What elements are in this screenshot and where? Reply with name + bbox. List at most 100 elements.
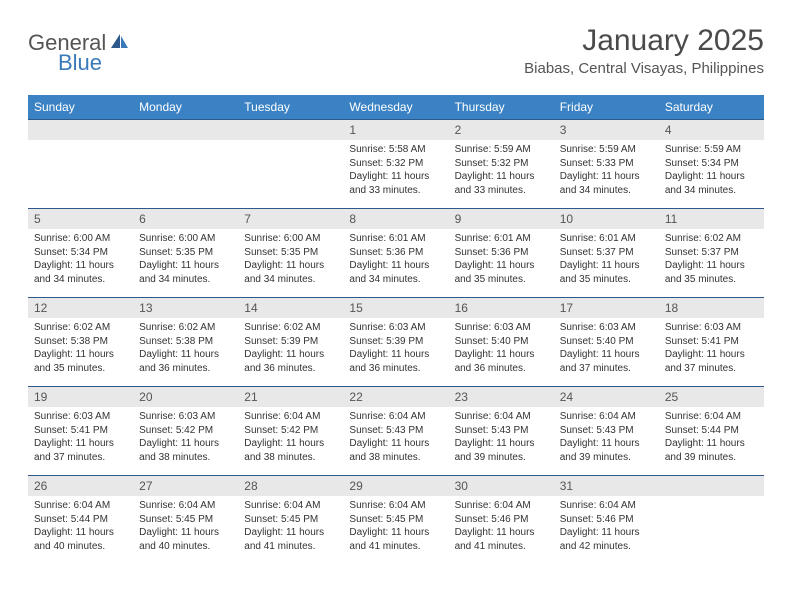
day-ss: Sunset: 5:42 PM bbox=[244, 424, 337, 438]
day-cell: 29Sunrise: 6:04 AMSunset: 5:45 PMDayligh… bbox=[343, 476, 448, 564]
day-d2: and 37 minutes. bbox=[665, 362, 758, 376]
day-number: 9 bbox=[449, 209, 554, 229]
day-d2: and 39 minutes. bbox=[455, 451, 548, 465]
day-d2: and 35 minutes. bbox=[560, 273, 653, 287]
day-cell-empty bbox=[28, 120, 133, 208]
day-d1: Daylight: 11 hours bbox=[139, 437, 232, 451]
day-sr: Sunrise: 5:59 AM bbox=[665, 143, 758, 157]
day-cell: 2Sunrise: 5:59 AMSunset: 5:32 PMDaylight… bbox=[449, 120, 554, 208]
day-sr: Sunrise: 6:01 AM bbox=[560, 232, 653, 246]
day-sr: Sunrise: 6:04 AM bbox=[349, 410, 442, 424]
day-d1: Daylight: 11 hours bbox=[244, 526, 337, 540]
day-info: Sunrise: 6:03 AMSunset: 5:42 PMDaylight:… bbox=[133, 410, 238, 464]
day-cell: 1Sunrise: 5:58 AMSunset: 5:32 PMDaylight… bbox=[343, 120, 448, 208]
day-ss: Sunset: 5:42 PM bbox=[139, 424, 232, 438]
day-ss: Sunset: 5:32 PM bbox=[455, 157, 548, 171]
day-d1: Daylight: 11 hours bbox=[349, 348, 442, 362]
day-number: 13 bbox=[133, 298, 238, 318]
day-info: Sunrise: 6:04 AMSunset: 5:43 PMDaylight:… bbox=[343, 410, 448, 464]
day-info: Sunrise: 6:00 AMSunset: 5:34 PMDaylight:… bbox=[28, 232, 133, 286]
day-number: 17 bbox=[554, 298, 659, 318]
day-d2: and 41 minutes. bbox=[455, 540, 548, 554]
header: General January 2025 Biabas, Central Vis… bbox=[28, 24, 764, 77]
day-info: Sunrise: 6:04 AMSunset: 5:43 PMDaylight:… bbox=[449, 410, 554, 464]
day-sr: Sunrise: 6:04 AM bbox=[34, 499, 127, 513]
day-info: Sunrise: 6:01 AMSunset: 5:36 PMDaylight:… bbox=[449, 232, 554, 286]
day-cell: 19Sunrise: 6:03 AMSunset: 5:41 PMDayligh… bbox=[28, 387, 133, 475]
day-sr: Sunrise: 6:03 AM bbox=[34, 410, 127, 424]
day-number: 21 bbox=[238, 387, 343, 407]
day-ss: Sunset: 5:43 PM bbox=[455, 424, 548, 438]
day-d1: Daylight: 11 hours bbox=[34, 437, 127, 451]
day-info: Sunrise: 6:02 AMSunset: 5:38 PMDaylight:… bbox=[28, 321, 133, 375]
day-d2: and 35 minutes. bbox=[34, 362, 127, 376]
day-ss: Sunset: 5:39 PM bbox=[244, 335, 337, 349]
day-ss: Sunset: 5:44 PM bbox=[665, 424, 758, 438]
day-info: Sunrise: 6:04 AMSunset: 5:45 PMDaylight:… bbox=[238, 499, 343, 553]
day-ss: Sunset: 5:36 PM bbox=[349, 246, 442, 260]
day-d2: and 38 minutes. bbox=[139, 451, 232, 465]
day-number: 7 bbox=[238, 209, 343, 229]
day-d1: Daylight: 11 hours bbox=[560, 170, 653, 184]
week-row: 12Sunrise: 6:02 AMSunset: 5:38 PMDayligh… bbox=[28, 297, 764, 386]
week-row: 5Sunrise: 6:00 AMSunset: 5:34 PMDaylight… bbox=[28, 208, 764, 297]
day-d1: Daylight: 11 hours bbox=[455, 348, 548, 362]
logo-sail-icon bbox=[109, 32, 129, 55]
logo-text-blue: Blue bbox=[58, 50, 102, 75]
day-d2: and 36 minutes. bbox=[244, 362, 337, 376]
day-cell: 3Sunrise: 5:59 AMSunset: 5:33 PMDaylight… bbox=[554, 120, 659, 208]
day-d2: and 34 minutes. bbox=[349, 273, 442, 287]
day-number: 2 bbox=[449, 120, 554, 140]
day-info: Sunrise: 6:04 AMSunset: 5:43 PMDaylight:… bbox=[554, 410, 659, 464]
day-cell: 13Sunrise: 6:02 AMSunset: 5:38 PMDayligh… bbox=[133, 298, 238, 386]
day-cell: 31Sunrise: 6:04 AMSunset: 5:46 PMDayligh… bbox=[554, 476, 659, 564]
day-d1: Daylight: 11 hours bbox=[139, 526, 232, 540]
day-d2: and 34 minutes. bbox=[34, 273, 127, 287]
day-number: 22 bbox=[343, 387, 448, 407]
day-ss: Sunset: 5:40 PM bbox=[560, 335, 653, 349]
day-cell: 10Sunrise: 6:01 AMSunset: 5:37 PMDayligh… bbox=[554, 209, 659, 297]
day-info: Sunrise: 6:00 AMSunset: 5:35 PMDaylight:… bbox=[238, 232, 343, 286]
day-ss: Sunset: 5:45 PM bbox=[244, 513, 337, 527]
day-sr: Sunrise: 6:02 AM bbox=[139, 321, 232, 335]
day-ss: Sunset: 5:32 PM bbox=[349, 157, 442, 171]
day-d2: and 41 minutes. bbox=[349, 540, 442, 554]
day-number: 1 bbox=[343, 120, 448, 140]
day-d1: Daylight: 11 hours bbox=[560, 437, 653, 451]
day-sr: Sunrise: 6:01 AM bbox=[349, 232, 442, 246]
day-d1: Daylight: 11 hours bbox=[349, 170, 442, 184]
day-number: 24 bbox=[554, 387, 659, 407]
logo-blue-wrap: Blue bbox=[28, 50, 102, 76]
day-number: 29 bbox=[343, 476, 448, 496]
day-cell: 16Sunrise: 6:03 AMSunset: 5:40 PMDayligh… bbox=[449, 298, 554, 386]
day-info: Sunrise: 6:04 AMSunset: 5:42 PMDaylight:… bbox=[238, 410, 343, 464]
day-ss: Sunset: 5:36 PM bbox=[455, 246, 548, 260]
day-ss: Sunset: 5:38 PM bbox=[139, 335, 232, 349]
title-block: January 2025 Biabas, Central Visayas, Ph… bbox=[524, 24, 764, 77]
day-d1: Daylight: 11 hours bbox=[560, 259, 653, 273]
day-info: Sunrise: 6:03 AMSunset: 5:39 PMDaylight:… bbox=[343, 321, 448, 375]
day-number: 28 bbox=[238, 476, 343, 496]
day-number: 26 bbox=[28, 476, 133, 496]
day-number: 30 bbox=[449, 476, 554, 496]
day-ss: Sunset: 5:34 PM bbox=[34, 246, 127, 260]
day-info: Sunrise: 6:01 AMSunset: 5:37 PMDaylight:… bbox=[554, 232, 659, 286]
day-info: Sunrise: 6:01 AMSunset: 5:36 PMDaylight:… bbox=[343, 232, 448, 286]
weekday-tuesday: Tuesday bbox=[238, 95, 343, 119]
day-cell: 9 Sunrise: 6:01 AMSunset: 5:36 PMDaylight… bbox=[449, 209, 554, 297]
week-row: 26 Sunrise: 6:04 AMSunset: 5:44 PMDayligh… bbox=[28, 475, 764, 564]
day-d1: Daylight: 11 hours bbox=[665, 437, 758, 451]
day-d2: and 35 minutes. bbox=[665, 273, 758, 287]
weeks-container: 1Sunrise: 5:58 AMSunset: 5:32 PMDaylight… bbox=[28, 119, 764, 564]
day-number: 16 bbox=[449, 298, 554, 318]
day-info: Sunrise: 6:04 AMSunset: 5:44 PMDaylight:… bbox=[28, 499, 133, 553]
day-number: 4 bbox=[659, 120, 764, 140]
day-info: Sunrise: 6:03 AMSunset: 5:40 PMDaylight:… bbox=[554, 321, 659, 375]
day-d1: Daylight: 11 hours bbox=[665, 170, 758, 184]
day-ss: Sunset: 5:40 PM bbox=[455, 335, 548, 349]
day-sr: Sunrise: 6:04 AM bbox=[455, 499, 548, 513]
weekday-header-row: SundayMondayTuesdayWednesdayThursdayFrid… bbox=[28, 95, 764, 119]
day-cell-empty bbox=[133, 120, 238, 208]
day-cell: 21 Sunrise: 6:04 AMSunset: 5:42 PMDayligh… bbox=[238, 387, 343, 475]
day-d1: Daylight: 11 hours bbox=[139, 259, 232, 273]
